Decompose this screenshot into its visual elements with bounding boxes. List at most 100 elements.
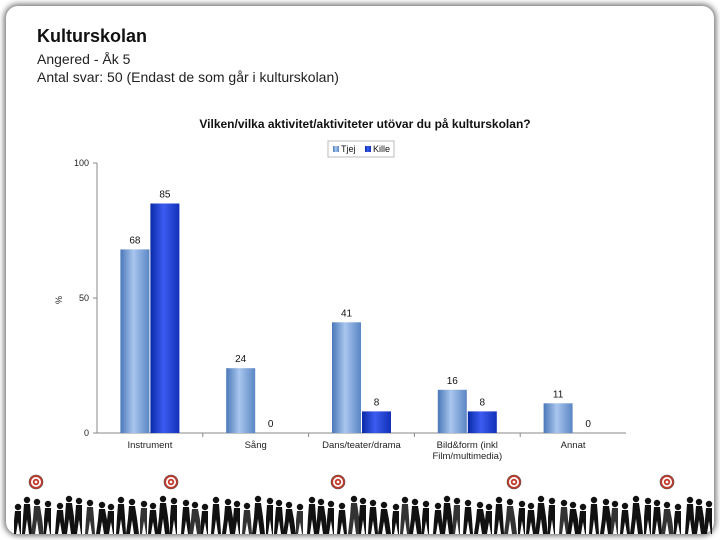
chart-data-labels: 68 85 24 0 41 8 16 8 11 0 — [129, 190, 591, 431]
person-silhouette — [126, 498, 139, 534]
y-tick-label: 50 — [79, 293, 89, 303]
legend-swatch — [365, 146, 371, 152]
legend-label: Tjej — [341, 144, 356, 154]
person-silhouette — [463, 499, 473, 534]
person-silhouette — [274, 499, 284, 534]
y-tick-label: 100 — [74, 158, 89, 168]
legend-swatch — [333, 146, 339, 152]
bar-kille — [150, 203, 180, 433]
person-silhouette — [242, 502, 252, 534]
data-label: 41 — [341, 308, 353, 319]
person-silhouette — [433, 502, 443, 534]
person-silhouette — [620, 502, 630, 534]
slide-title: Kulturskolan — [37, 26, 148, 46]
x-tick-label: Bild&form (inkl — [437, 440, 498, 451]
x-tick-label: Dans/teater/drama — [322, 440, 401, 451]
person-silhouette — [567, 501, 580, 534]
person-silhouette — [307, 496, 317, 534]
person-silhouette — [441, 495, 454, 534]
person-silhouette — [579, 503, 587, 534]
bar-tjej — [332, 322, 361, 433]
slide-subtitle: Angered - Åk 5 Antal svar: 50 (Endast de… — [37, 50, 339, 86]
bar-tjej — [120, 249, 150, 433]
y-tick-label: 0 — [84, 428, 89, 438]
person-silhouette — [31, 498, 44, 534]
person-silhouette — [181, 499, 191, 534]
person-silhouette — [348, 495, 361, 534]
person-silhouette — [611, 500, 619, 534]
person-silhouette — [337, 502, 347, 534]
person-silhouette — [378, 501, 391, 534]
legend-box — [327, 140, 395, 158]
person-silhouette — [705, 500, 713, 534]
person-silhouette — [140, 500, 148, 534]
bar-kille — [362, 411, 391, 433]
person-silhouette — [211, 496, 221, 534]
person-silhouette — [170, 497, 178, 534]
target-icon — [506, 474, 522, 490]
person-silhouette — [359, 497, 367, 534]
target-icon — [163, 474, 179, 490]
chart-bars — [120, 203, 573, 433]
person-silhouette — [548, 497, 556, 534]
target-icon — [330, 474, 346, 490]
person-silhouette — [148, 502, 158, 534]
person-silhouette — [630, 495, 643, 534]
person-silhouette — [189, 501, 202, 534]
x-tick-label: Annat — [561, 440, 586, 451]
bar-tjej — [543, 403, 573, 433]
person-silhouette — [22, 496, 32, 534]
data-label: 16 — [447, 376, 459, 387]
person-silhouette — [518, 500, 526, 534]
target-icon — [28, 474, 44, 490]
person-silhouette — [75, 497, 83, 534]
person-silhouette — [252, 495, 265, 534]
target-icon — [659, 474, 675, 490]
data-label: 0 — [268, 419, 274, 430]
person-silhouette — [55, 502, 65, 534]
person-silhouette — [589, 496, 599, 534]
data-label: 24 — [235, 354, 247, 365]
x-tick-label: Instrument — [127, 440, 172, 451]
person-silhouette — [526, 502, 536, 534]
chart-title: Vilken/vilka aktivitet/aktiviteter utöva… — [199, 117, 530, 131]
data-label: 8 — [374, 397, 380, 408]
x-tick-label: Sång — [245, 440, 267, 451]
person-silhouette — [107, 503, 115, 534]
chart-legend: Tjej Kille — [327, 140, 395, 158]
person-silhouette — [296, 503, 304, 534]
person-silhouette — [85, 499, 95, 534]
person-silhouette — [644, 497, 652, 534]
person-silhouette — [327, 500, 335, 534]
data-label: 85 — [159, 190, 171, 201]
person-silhouette — [600, 498, 613, 534]
person-silhouette — [422, 500, 430, 534]
bar-tjej — [226, 368, 256, 433]
person-silhouette — [400, 496, 410, 534]
person-silhouette — [652, 499, 662, 534]
person-silhouette — [535, 495, 548, 534]
y-axis-label: % — [54, 296, 64, 304]
person-silhouette — [222, 498, 235, 534]
person-silhouette — [44, 500, 52, 534]
data-label: 68 — [129, 235, 141, 246]
legend-label: Kille — [373, 144, 390, 154]
person-silhouette — [116, 496, 126, 534]
person-silhouette — [661, 501, 674, 534]
person-silhouette — [266, 497, 274, 534]
person-silhouette — [315, 498, 328, 534]
person-silhouette — [685, 496, 695, 534]
person-silhouette — [674, 503, 682, 534]
person-silhouette — [485, 503, 493, 534]
person-silhouette — [559, 499, 569, 534]
person-silhouette — [693, 498, 706, 534]
data-label: 8 — [480, 397, 486, 408]
x-tick-label: Film/multimedia) — [432, 451, 502, 462]
person-silhouette — [494, 496, 504, 534]
data-label: 11 — [553, 389, 564, 400]
person-silhouette — [453, 497, 461, 534]
subtitle-line-2: Antal svar: 50 (Endast de som går i kult… — [37, 69, 339, 85]
person-silhouette — [233, 500, 241, 534]
person-silhouette — [63, 495, 76, 534]
